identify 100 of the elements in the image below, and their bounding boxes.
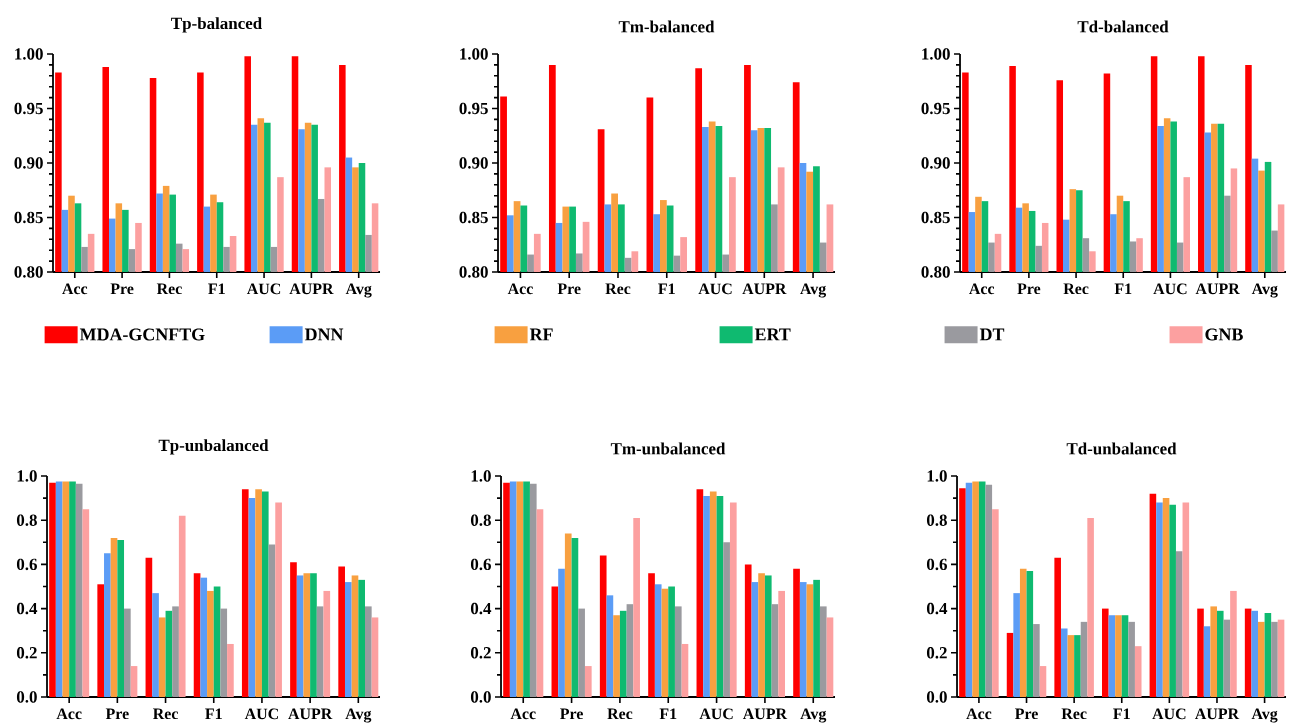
bar bbox=[965, 482, 973, 697]
bar bbox=[516, 481, 524, 697]
bar bbox=[1080, 621, 1088, 697]
bar bbox=[165, 610, 173, 697]
y-tick-label: 0.90 bbox=[459, 157, 488, 169]
y-tick-label: 0.0 bbox=[470, 691, 491, 703]
x-tick-label: Avg bbox=[800, 708, 827, 723]
y-tick-label: 0.85 bbox=[921, 211, 950, 224]
chart-title: Tm-balanced bbox=[618, 20, 715, 33]
bar bbox=[1197, 608, 1204, 697]
bar bbox=[1033, 624, 1040, 697]
bar bbox=[674, 606, 682, 697]
bar bbox=[104, 553, 111, 697]
x-tick-label: Acc bbox=[507, 283, 533, 295]
x-tick-label: AUC bbox=[1152, 708, 1186, 720]
bar bbox=[1134, 646, 1142, 697]
y-tick-label: 0.2 bbox=[470, 647, 491, 659]
bar bbox=[1039, 666, 1047, 697]
x-tick-label: AUPR bbox=[1195, 283, 1240, 295]
x-tick-label: Acc bbox=[56, 708, 82, 720]
bar bbox=[578, 608, 585, 697]
bar bbox=[778, 590, 785, 697]
y-tick-label: 0.95 bbox=[459, 102, 488, 115]
y-tick-label: 1.00 bbox=[15, 48, 43, 60]
bar bbox=[558, 568, 565, 697]
bar bbox=[55, 481, 63, 697]
bar bbox=[1121, 615, 1129, 697]
y-tick-label: 0.6 bbox=[16, 558, 37, 571]
x-tick-label: Acc bbox=[966, 708, 992, 720]
x-tick-label: AUC bbox=[698, 283, 732, 295]
bar bbox=[793, 568, 800, 697]
y-tick-label: 0.6 bbox=[470, 558, 491, 571]
bar bbox=[619, 610, 627, 697]
bar bbox=[1115, 615, 1122, 697]
bar bbox=[599, 555, 607, 697]
x-tick-label: F1 bbox=[205, 708, 222, 720]
bar bbox=[972, 481, 979, 697]
bar bbox=[978, 481, 986, 697]
bar bbox=[248, 498, 256, 697]
bar bbox=[49, 482, 56, 697]
bar bbox=[193, 573, 201, 697]
x-tick-label: F1 bbox=[1113, 708, 1130, 720]
bar bbox=[1054, 557, 1061, 697]
x-tick-label: F1 bbox=[659, 708, 677, 720]
bar bbox=[1203, 626, 1211, 697]
bar bbox=[364, 606, 372, 697]
bar bbox=[275, 502, 282, 697]
y-tick-label: 0.0 bbox=[16, 691, 37, 703]
bar bbox=[290, 562, 297, 697]
legend-label: MDA-GCNFTG bbox=[79, 328, 205, 341]
bar bbox=[654, 584, 662, 697]
bar bbox=[696, 489, 704, 697]
bar bbox=[509, 481, 517, 697]
y-tick-label: 0.85 bbox=[14, 211, 43, 224]
bar bbox=[207, 590, 214, 697]
x-tick-label: Pre bbox=[557, 283, 581, 295]
x-tick-label: Avg bbox=[800, 283, 827, 298]
legend-label: ERT bbox=[754, 328, 791, 341]
x-tick-label: AUPR bbox=[742, 708, 788, 720]
x-tick-label: AUPR bbox=[1195, 708, 1240, 720]
legend-label: GNB bbox=[1205, 328, 1243, 341]
x-tick-label: AUC bbox=[699, 708, 733, 720]
bar bbox=[296, 575, 304, 697]
bar bbox=[213, 586, 221, 697]
bar bbox=[227, 643, 234, 697]
y-tick-label: 1.0 bbox=[927, 470, 947, 482]
x-tick-label: AUC bbox=[246, 283, 281, 295]
bar bbox=[1128, 621, 1135, 697]
bar bbox=[1162, 498, 1170, 697]
bar bbox=[626, 604, 634, 697]
legend-label: RF bbox=[529, 328, 553, 341]
x-tick-label: Avg bbox=[345, 708, 372, 723]
bar bbox=[178, 515, 186, 697]
bar bbox=[152, 593, 159, 697]
bar bbox=[709, 491, 717, 697]
y-tick-label: 0.80 bbox=[921, 266, 950, 278]
y-tick-label: 0.4 bbox=[926, 602, 948, 615]
bar bbox=[826, 617, 834, 697]
bar bbox=[529, 483, 537, 697]
x-tick-label: F1 bbox=[208, 283, 225, 295]
y-tick-label: 0.4 bbox=[16, 602, 38, 615]
bar bbox=[1060, 628, 1068, 697]
bar bbox=[1074, 635, 1081, 697]
bar bbox=[117, 540, 125, 697]
bar bbox=[62, 481, 70, 697]
bar bbox=[648, 573, 655, 697]
x-tick-label: Avg bbox=[345, 283, 372, 298]
x-tick-label: Rec bbox=[1063, 283, 1089, 295]
bar bbox=[1156, 502, 1163, 697]
bar bbox=[255, 489, 262, 697]
bar bbox=[371, 617, 379, 697]
y-tick-label: 1.0 bbox=[17, 470, 37, 482]
bar bbox=[799, 582, 807, 697]
bar bbox=[1067, 635, 1075, 697]
bar bbox=[764, 575, 772, 697]
bar bbox=[130, 666, 138, 697]
bar bbox=[536, 509, 544, 697]
bar bbox=[1013, 593, 1020, 697]
x-tick-label: Acc bbox=[62, 283, 88, 295]
chart-title: Td-balanced bbox=[1077, 20, 1169, 33]
